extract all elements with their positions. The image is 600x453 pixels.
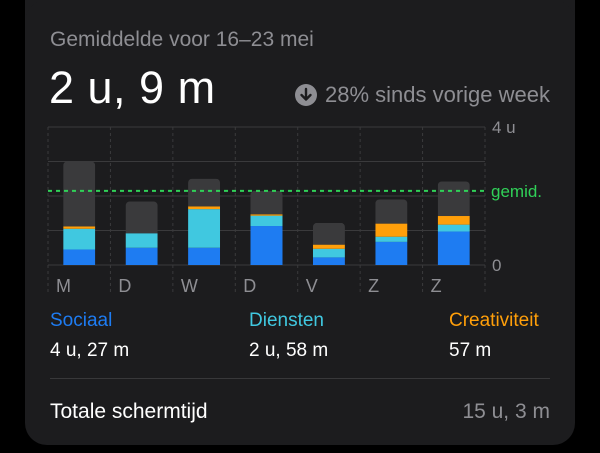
bar-segment-diensten xyxy=(312,248,345,258)
x-tick-label: Z xyxy=(368,276,379,296)
legend-label: Creativiteit xyxy=(449,310,539,331)
total-screen-time-label: Totale schermtijd xyxy=(50,400,208,423)
y-tick-label: 0 xyxy=(492,256,501,275)
x-tick-label: D xyxy=(118,276,131,296)
bar-segment-diensten xyxy=(125,233,158,248)
legend-label: Diensten xyxy=(249,310,324,331)
bar-segment-overig xyxy=(250,190,283,215)
bar-segment-sociaal xyxy=(125,247,158,265)
average-label: gemid. xyxy=(491,182,542,201)
bar-segment-diensten xyxy=(188,209,221,248)
legend-value: 4 u, 27 m xyxy=(50,340,130,361)
bar-segment-sociaal xyxy=(188,247,221,265)
legend-creativiteit[interactable]: Creativiteit 57 m xyxy=(449,310,539,362)
week-change: 28% sinds vorige week xyxy=(294,82,550,108)
legend-value: 2 u, 58 m xyxy=(249,340,329,361)
bar-segment-diensten xyxy=(250,215,283,227)
bar-segment-creativiteit xyxy=(437,216,470,225)
bar-segment-diensten xyxy=(375,236,408,242)
legend-value: 57 m xyxy=(449,340,492,361)
bar-segment-overig xyxy=(312,222,345,245)
x-tick-label: M xyxy=(56,276,71,296)
bar-segment-creativiteit xyxy=(250,214,283,216)
bar-segment-sociaal xyxy=(250,226,283,265)
arrow-down-circle-icon xyxy=(294,84,317,106)
bar-segment-creativiteit xyxy=(312,244,345,249)
bar-segment-overig xyxy=(125,201,158,234)
bar-segment-overig xyxy=(188,178,221,207)
bar-segment-sociaal xyxy=(375,241,408,265)
bar-segment-overig xyxy=(63,161,96,227)
bar-segment-sociaal xyxy=(312,257,345,265)
x-tick-label: V xyxy=(306,276,318,296)
bar-segment-creativiteit xyxy=(375,223,408,237)
bar-segment-diensten xyxy=(437,224,470,232)
bar-segment-creativiteit xyxy=(63,226,96,229)
bar-segment-creativiteit xyxy=(188,206,221,210)
x-tick-label: D xyxy=(243,276,256,296)
bar-segment-diensten xyxy=(63,228,96,250)
legend-label: Sociaal xyxy=(50,310,113,331)
bar-segment-overig xyxy=(437,181,470,217)
divider xyxy=(50,378,550,379)
bar-segment-overig xyxy=(375,199,408,224)
bar-segment-sociaal xyxy=(437,231,470,265)
x-tick-label: Z xyxy=(431,276,442,296)
week-change-text: 28% sinds vorige week xyxy=(324,82,550,107)
total-screen-time-value: 15 u, 3 m xyxy=(462,400,550,423)
legend-diensten[interactable]: Diensten 2 u, 58 m xyxy=(249,310,328,362)
x-tick-label: W xyxy=(181,276,198,296)
legend-sociaal[interactable]: Sociaal 4 u, 27 m xyxy=(50,310,129,362)
y-tick-label: 4 u xyxy=(492,118,516,137)
bar-segment-sociaal xyxy=(63,249,96,265)
average-period-label: Gemiddelde voor 16–23 mei xyxy=(50,28,314,51)
daily-average-value: 2 u, 9 m xyxy=(49,62,216,113)
screen-time-card[interactable]: Gemiddelde voor 16–23 mei 2 u, 9 m 28% s… xyxy=(25,0,575,445)
